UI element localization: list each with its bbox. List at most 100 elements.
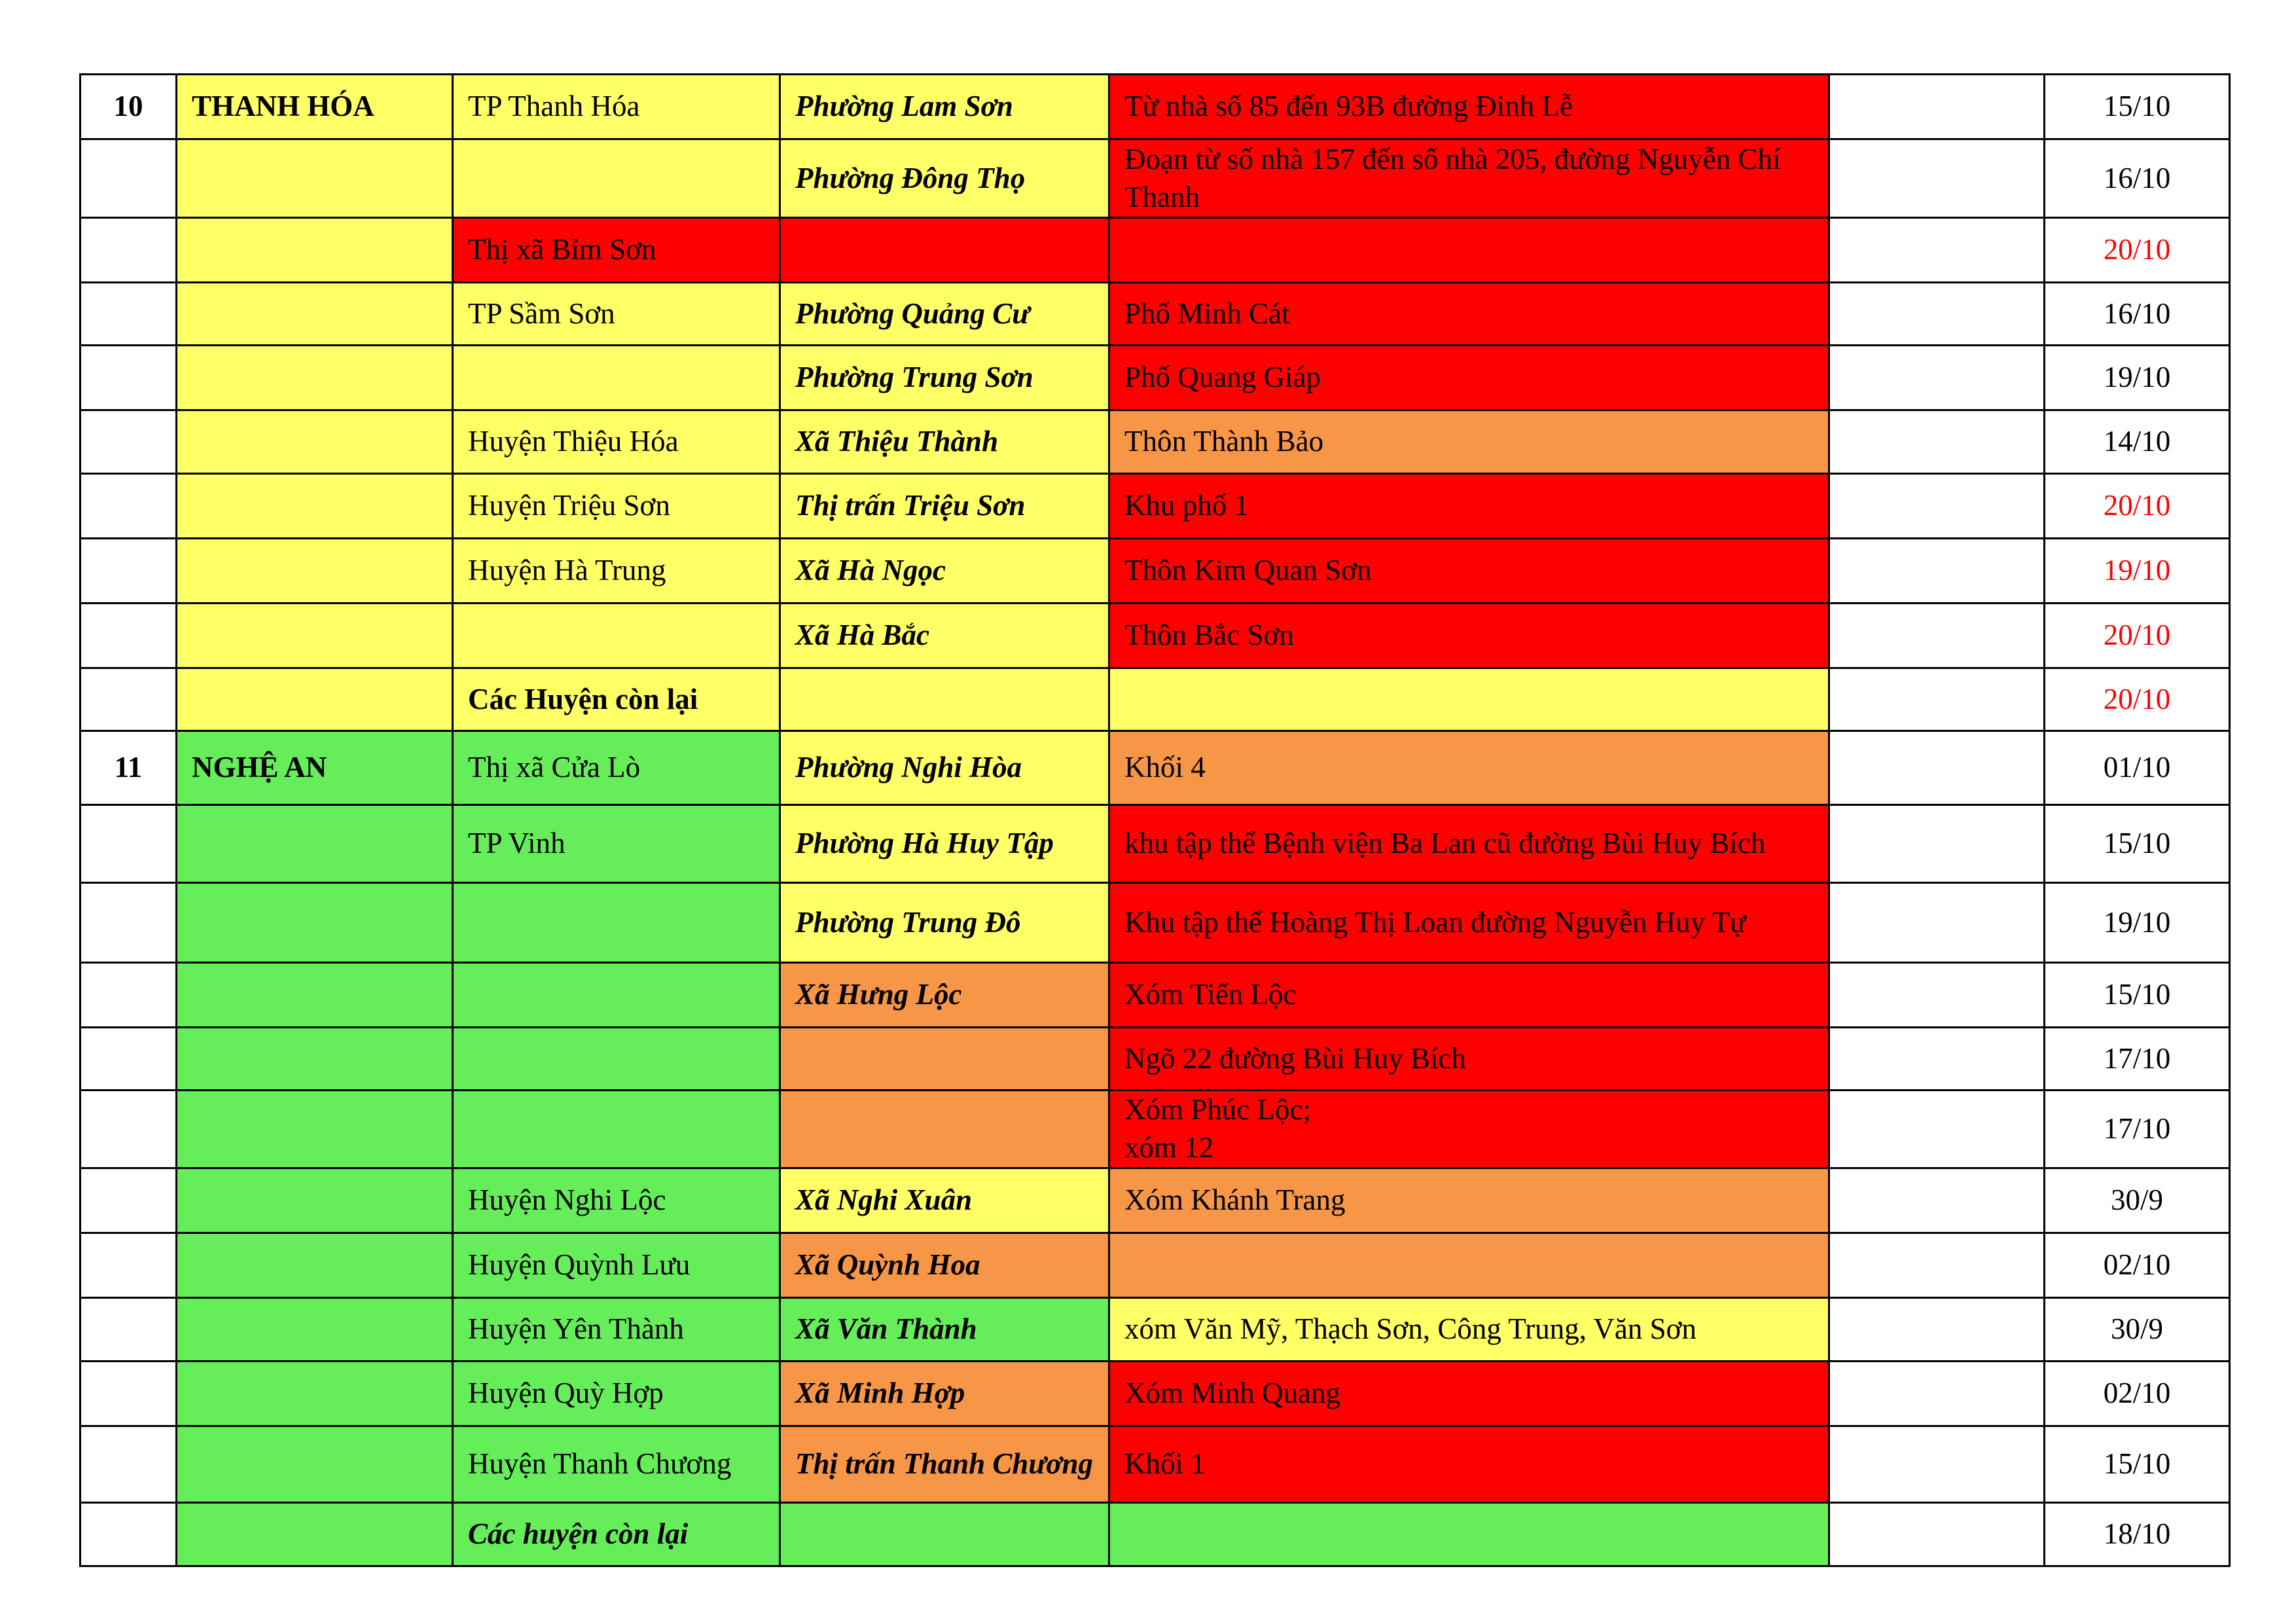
number-cell — [79, 1297, 177, 1362]
table-row: Phường Trung Sơn Phố Quang Giáp 19/10 — [79, 344, 2231, 411]
province-cell — [175, 344, 454, 411]
ward-cell: Xã Quỳnh Hoa — [779, 1232, 1110, 1299]
table-row: Ngõ 22 đường Bùi Huy Bích 17/10 — [79, 1026, 2231, 1091]
ward-cell: Xã Nghi Xuân — [779, 1167, 1110, 1234]
province-cell — [175, 1360, 454, 1427]
number-cell — [79, 1502, 177, 1567]
table-row: Huyện Yên Thành Xã Văn Thành xóm Văn Mỹ, T… — [79, 1297, 2231, 1362]
district-cell: Các Huyện còn lại — [452, 667, 781, 732]
detail-cell: Phố Minh Cát — [1108, 281, 1830, 346]
detail-cell: Khu tập thể Hoàng Thị Loan đường Nguyễn … — [1108, 882, 1830, 964]
ward-cell: Xã Hà Ngọc — [779, 537, 1110, 604]
blank-cell — [1828, 962, 2045, 1028]
province-cell: THANH HÓA — [175, 73, 454, 140]
number-cell — [79, 138, 177, 219]
number-cell — [79, 667, 177, 732]
blank-cell — [1828, 1502, 2045, 1567]
detail-cell: Thôn Bắc Sơn — [1108, 602, 1830, 669]
number-cell — [79, 1167, 177, 1234]
number-cell — [79, 409, 177, 475]
detail-cell: Đoạn từ số nhà 157 đến số nhà 205, đường… — [1108, 138, 1830, 219]
number-cell — [79, 281, 177, 346]
province-cell — [175, 1425, 454, 1504]
province-cell — [175, 537, 454, 604]
table-row: Phường Đông Thọ Đoạn từ số nhà 157 đến số… — [79, 138, 2231, 219]
table-row: Huyện Nghi Lộc Xã Nghi Xuân Xóm Khánh Tran… — [79, 1167, 2231, 1234]
ward-cell — [779, 1502, 1110, 1567]
table-row: Xã Hà Bắc Thôn Bắc Sơn 20/10 — [79, 602, 2231, 669]
province-cell — [175, 804, 454, 884]
district-cell: Huyện Nghi Lộc — [452, 1167, 781, 1234]
district-cell — [452, 1026, 781, 1091]
date-cell: 02/10 — [2043, 1360, 2231, 1427]
blank-cell — [1828, 1167, 2045, 1234]
number-cell — [79, 602, 177, 669]
district-cell: Các huyện còn lại — [452, 1502, 781, 1567]
table-row: Các Huyện còn lại 20/10 — [79, 667, 2231, 732]
ward-cell: Xã Minh Hợp — [779, 1360, 1110, 1427]
date-cell: 19/10 — [2043, 344, 2231, 411]
ward-cell — [779, 667, 1110, 732]
detail-cell: Xóm Phúc Lộc; xóm 12 — [1108, 1089, 1830, 1169]
date-cell: 15/10 — [2043, 804, 2231, 884]
number-cell — [79, 882, 177, 964]
date-cell: 16/10 — [2043, 281, 2231, 346]
detail-cell: Xóm Minh Quang — [1108, 1360, 1830, 1427]
table-row: Các huyện còn lại 18/10 — [79, 1502, 2231, 1567]
blank-cell — [1828, 602, 2045, 669]
province-cell — [175, 1502, 454, 1567]
table-row: Huyện Thiệu Hóa Xã Thiệu Thành Thôn Thành … — [79, 409, 2231, 475]
district-cell — [452, 344, 781, 411]
date-cell: 30/9 — [2043, 1167, 2231, 1234]
district-cell: TP Thanh Hóa — [452, 73, 781, 140]
ward-cell: Phường Lam Sơn — [779, 73, 1110, 140]
ward-cell: Phường Đông Thọ — [779, 138, 1110, 219]
number-cell — [79, 1425, 177, 1504]
number-cell: 11 — [79, 730, 177, 806]
ward-cell: Phường Nghi Hòa — [779, 730, 1110, 806]
number-cell — [79, 537, 177, 604]
ward-cell — [779, 1089, 1110, 1169]
detail-cell: xóm Văn Mỹ, Thạch Sơn, Công Trung, Văn S… — [1108, 1297, 1830, 1362]
number-cell — [79, 344, 177, 411]
date-cell: 19/10 — [2043, 882, 2231, 964]
district-cell — [452, 138, 781, 219]
province-cell — [175, 1026, 454, 1091]
detail-cell: Xóm Tiến Lộc — [1108, 962, 1830, 1028]
province-cell — [175, 281, 454, 346]
date-cell: 17/10 — [2043, 1089, 2231, 1169]
date-cell: 16/10 — [2043, 138, 2231, 219]
number-cell — [79, 1360, 177, 1427]
blank-cell — [1828, 344, 2045, 411]
province-cell: NGHỆ AN — [175, 730, 454, 806]
date-cell: 20/10 — [2043, 667, 2231, 732]
province-cell — [175, 409, 454, 475]
blank-cell — [1828, 1297, 2045, 1362]
table-row: Huyện Quỳ Hợp Xã Minh Hợp Xóm Minh Quang 02… — [79, 1360, 2231, 1427]
detail-cell: khu tập thể Bệnh viện Ba Lan cũ đường Bù… — [1108, 804, 1830, 884]
blank-cell — [1828, 1360, 2045, 1427]
detail-cell: Thôn Thành Bảo — [1108, 409, 1830, 475]
blank-cell — [1828, 1089, 2045, 1169]
detail-cell: Phố Quang Giáp — [1108, 344, 1830, 411]
number-cell — [79, 473, 177, 539]
province-cell — [175, 1089, 454, 1169]
table-row: Xã Hưng Lộc Xóm Tiến Lộc 15/10 — [79, 962, 2231, 1028]
date-cell: 15/10 — [2043, 962, 2231, 1028]
table-row: Huyện Quỳnh Lưu Xã Quỳnh Hoa 02/10 — [79, 1232, 2231, 1299]
table-row: TP Vinh Phường Hà Huy Tập khu tập thể Bệnh… — [79, 804, 2231, 884]
date-cell: 20/10 — [2043, 473, 2231, 539]
date-cell: 19/10 — [2043, 537, 2231, 604]
ward-cell — [779, 1026, 1110, 1091]
blank-cell — [1828, 730, 2045, 806]
table-row: Xóm Phúc Lộc; xóm 12 17/10 — [79, 1089, 2231, 1169]
table-row: Huyện Triệu Sơn Thị trấn Triệu Sơn Khu phố… — [79, 473, 2231, 539]
ward-cell: Phường Trung Đô — [779, 882, 1110, 964]
province-cell — [175, 667, 454, 732]
district-cell — [452, 1089, 781, 1169]
blank-cell — [1828, 473, 2045, 539]
number-cell — [79, 217, 177, 283]
number-cell — [79, 1232, 177, 1299]
province-cell — [175, 1232, 454, 1299]
ward-cell: Xã Thiệu Thành — [779, 409, 1110, 475]
